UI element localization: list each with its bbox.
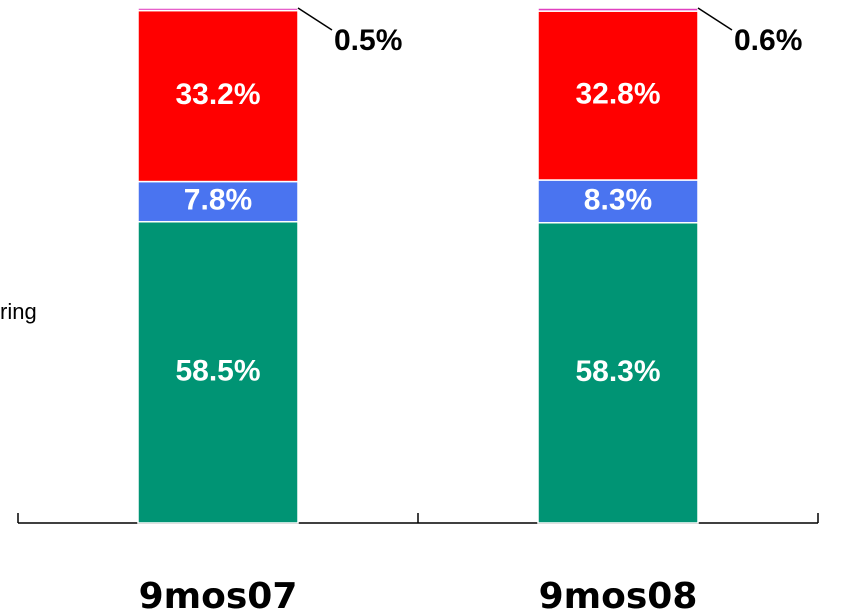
bar-segment	[537, 10, 699, 181]
legend-fragment: ring	[0, 299, 37, 324]
bar-segment	[137, 180, 299, 223]
bar-segment	[137, 7, 299, 12]
x-tick-label: 9mos08	[539, 576, 698, 616]
value-label: 32.8%	[575, 77, 660, 110]
value-label: 8.3%	[584, 183, 652, 216]
value-label: 0.6%	[734, 24, 802, 57]
bar-segment	[537, 7, 699, 12]
value-label: 58.3%	[575, 355, 660, 388]
value-label: 0.5%	[334, 24, 402, 57]
bar-segment	[137, 220, 299, 524]
bar-segment	[137, 9, 299, 183]
value-label: 7.8%	[184, 184, 252, 217]
leader-line	[697, 7, 733, 31]
bar-segment	[537, 222, 699, 524]
value-label: 33.2%	[175, 78, 260, 111]
bar-segment	[537, 179, 699, 224]
leader-line	[297, 7, 333, 31]
x-tick-label: 9mos07	[139, 576, 298, 616]
value-label: 58.5%	[175, 354, 260, 387]
